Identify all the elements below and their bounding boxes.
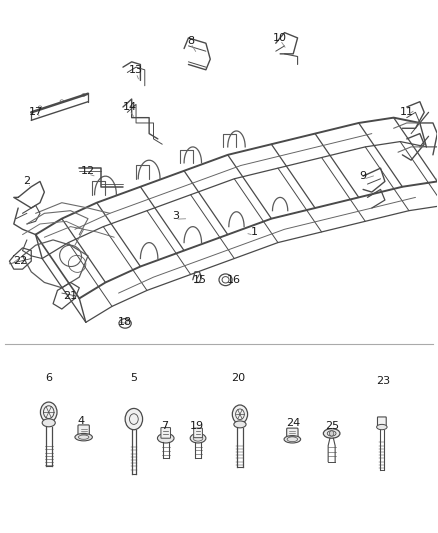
Text: 10: 10 [273,33,287,43]
Text: 1: 1 [251,227,258,237]
Ellipse shape [323,429,340,438]
Ellipse shape [234,421,246,428]
Text: 14: 14 [123,102,137,112]
Ellipse shape [157,433,174,443]
Ellipse shape [190,433,206,443]
FancyBboxPatch shape [378,417,386,426]
Ellipse shape [42,419,55,427]
FancyBboxPatch shape [287,428,298,440]
Ellipse shape [40,402,57,422]
Text: 7: 7 [161,421,168,431]
Text: 19: 19 [190,421,204,431]
Text: 12: 12 [81,166,95,176]
FancyBboxPatch shape [161,427,170,438]
FancyBboxPatch shape [78,425,89,438]
Text: 15: 15 [192,275,206,285]
Text: 2: 2 [23,176,31,187]
Text: 11: 11 [400,107,414,117]
Text: 25: 25 [325,421,339,431]
Ellipse shape [377,424,387,430]
Text: 20: 20 [232,373,246,383]
Ellipse shape [75,433,92,441]
Circle shape [329,431,334,436]
Text: 8: 8 [187,36,194,45]
Text: 23: 23 [376,376,390,386]
Circle shape [125,408,143,430]
Ellipse shape [232,405,247,424]
Text: 24: 24 [286,418,300,429]
Text: 18: 18 [118,317,132,327]
Text: 17: 17 [28,107,42,117]
Text: 3: 3 [172,211,179,221]
Ellipse shape [284,435,300,443]
FancyBboxPatch shape [194,428,202,438]
Text: 22: 22 [13,256,28,266]
Text: 21: 21 [64,290,78,301]
Text: 6: 6 [45,373,52,383]
Text: 5: 5 [131,373,138,383]
Text: 9: 9 [360,171,367,181]
Text: 4: 4 [78,416,85,426]
Text: 16: 16 [227,275,241,285]
Text: 13: 13 [129,65,143,75]
